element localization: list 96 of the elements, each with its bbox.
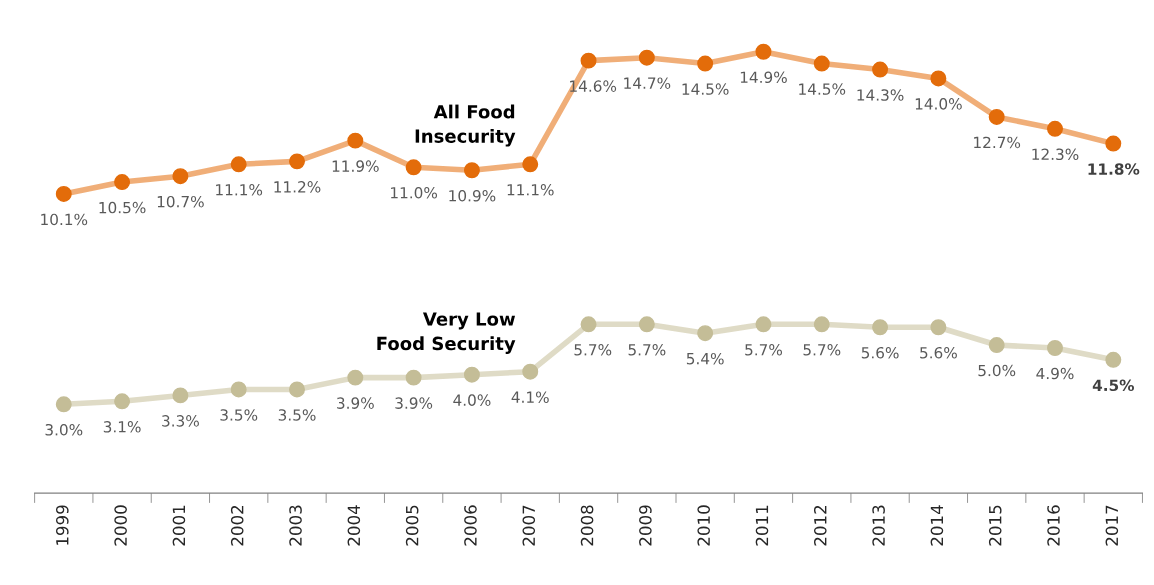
data-label: 11.8% <box>1088 163 1140 175</box>
point <box>522 363 539 380</box>
x-tick-label: 2004 <box>347 505 361 546</box>
data-label: 3.9% <box>395 397 433 409</box>
point <box>463 366 480 383</box>
point <box>347 132 364 149</box>
data-label: 10.7% <box>157 195 204 208</box>
point <box>755 43 772 60</box>
data-label: 12.3% <box>1032 148 1079 161</box>
point <box>230 156 247 173</box>
data-label: 10.1% <box>41 213 88 226</box>
x-tick-label: 2007 <box>522 505 536 546</box>
x-tick-label: 2000 <box>114 505 127 546</box>
point <box>230 381 247 398</box>
point <box>289 381 305 398</box>
point <box>872 61 889 78</box>
point <box>463 162 480 179</box>
point <box>813 316 830 333</box>
data-label: 14.3% <box>857 89 904 101</box>
point <box>172 168 189 185</box>
series-label: All Food Insecurity <box>415 104 516 147</box>
point <box>1047 340 1063 356</box>
point <box>114 393 131 410</box>
data-label: 5.6% <box>861 346 899 359</box>
point <box>988 108 1005 125</box>
x-tick-label: 2017 <box>1105 505 1119 546</box>
data-label: 5.4% <box>686 352 724 365</box>
x-tick-label: 2008 <box>580 505 594 546</box>
x-tick-label: 2013 <box>872 505 885 546</box>
data-label: 5.7% <box>803 344 841 356</box>
series-label: Very Low Food Security <box>377 312 516 354</box>
data-label: 4.1% <box>511 391 549 403</box>
x-tick-label: 2012 <box>814 505 827 546</box>
point <box>114 174 131 191</box>
data-label: 14.5% <box>799 83 846 95</box>
data-label: 14.9% <box>740 71 787 84</box>
data-label: 4.5% <box>1092 379 1135 392</box>
x-tick-label: 2009 <box>639 505 652 546</box>
point <box>638 316 655 333</box>
data-label: 14.7% <box>624 77 671 89</box>
point <box>405 159 422 176</box>
x-tick-label: 2011 <box>755 505 769 546</box>
x-tick-label: 2002 <box>230 505 244 546</box>
data-label: 3.5% <box>278 409 316 421</box>
point <box>1105 351 1122 368</box>
data-label: 4.0% <box>453 394 491 406</box>
point <box>55 396 72 413</box>
data-label: 5.6% <box>920 346 957 359</box>
point <box>405 369 422 386</box>
data-label: 14.5% <box>682 83 729 95</box>
x-tick-label: 2014 <box>930 505 944 546</box>
point <box>813 55 830 72</box>
x-tick-label: 2001 <box>172 505 186 546</box>
data-label: 3.0% <box>45 423 83 436</box>
data-label: 5.7% <box>745 344 783 356</box>
data-label: 12.7% <box>974 136 1021 149</box>
data-label: 5.0% <box>978 364 1016 377</box>
data-label: 5.7% <box>628 344 666 356</box>
x-tick-label: 2006 <box>464 505 477 546</box>
data-label: 4.9% <box>1036 367 1074 380</box>
point <box>930 319 947 336</box>
point <box>872 319 889 336</box>
point <box>1047 120 1063 137</box>
point <box>697 55 714 72</box>
point <box>522 156 539 173</box>
x-tick-label: 2010 <box>697 505 710 546</box>
point <box>638 49 655 66</box>
point <box>55 185 72 202</box>
point <box>347 369 364 386</box>
point <box>1105 135 1122 152</box>
x-tick-label: 2016 <box>1047 505 1060 546</box>
data-label: 10.5% <box>99 201 146 214</box>
data-label: 3.1% <box>103 421 141 433</box>
x-tick-label: 2015 <box>988 505 1002 546</box>
data-label: 14.0% <box>915 98 962 110</box>
point <box>930 70 947 87</box>
point <box>580 316 597 333</box>
data-label: 3.5% <box>220 409 258 421</box>
x-tick-label: 1999 <box>56 505 69 545</box>
point <box>755 316 772 333</box>
point <box>697 325 714 342</box>
x-tick-label: 2005 <box>405 505 419 546</box>
data-label: 11.0% <box>391 187 438 199</box>
point <box>289 153 305 170</box>
data-label: 5.7% <box>574 344 612 356</box>
point <box>988 337 1005 354</box>
x-tick-label: 2003 <box>289 505 302 546</box>
data-label: 10.9% <box>449 189 496 202</box>
data-label: 11.9% <box>332 160 379 172</box>
data-label: 3.9% <box>337 397 374 409</box>
data-label: 11.2% <box>274 181 321 193</box>
point <box>580 52 597 69</box>
data-label: 3.3% <box>162 415 199 427</box>
point <box>172 387 189 404</box>
data-label: 11.1% <box>216 184 263 196</box>
data-label: 11.1% <box>507 184 554 196</box>
